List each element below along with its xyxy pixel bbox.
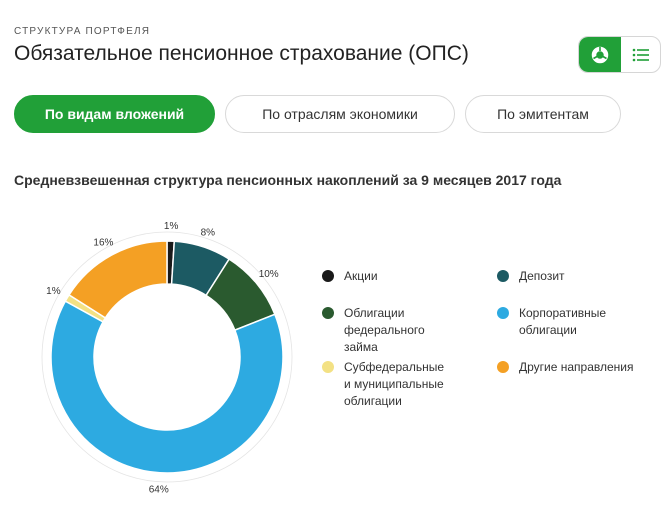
tab-by-issuer[interactable]: По эмитентам	[465, 95, 621, 133]
legend-swatch	[497, 307, 509, 319]
slice-корпоративные-облигации[interactable]	[50, 300, 284, 474]
list-icon	[632, 48, 649, 61]
legend-item: Другие направления	[497, 359, 657, 376]
slice-label: 8%	[201, 227, 216, 238]
legend-label: Субфедеральные и муниципальные облигации	[344, 360, 445, 408]
page-title: Обязательное пенсионное страхование (ОПС…	[14, 42, 469, 65]
tab-by-industry[interactable]: По отраслям экономики	[225, 95, 455, 133]
section-eyebrow: СТРУКТУРА ПОРТФЕЛЯ	[14, 26, 151, 37]
slice-label: 1%	[46, 286, 61, 297]
chart-title: Средневзвешенная структура пенсионных на…	[14, 172, 562, 188]
legend-item: Облигации федерального займа	[322, 305, 452, 356]
legend-label: Облигации федерального займа	[344, 306, 425, 354]
tab-by-investment-type[interactable]: По видам вложений	[14, 95, 215, 133]
legend-label: Акции	[344, 269, 378, 283]
legend-swatch	[322, 307, 334, 319]
chart-outer-ring	[41, 231, 293, 483]
slice-label: 1%	[164, 221, 179, 232]
slice-label: 16%	[93, 237, 113, 248]
legend-label: Корпоративные облигации	[519, 306, 607, 337]
legend-label: Депозит	[519, 269, 565, 283]
portfolio-tabs: По видам вложений По отраслям экономики …	[14, 95, 621, 133]
slice-другие-направления[interactable]	[68, 240, 168, 319]
legend-item: Субфедеральные и муниципальные облигации	[322, 359, 452, 410]
legend-label: Другие направления	[519, 360, 634, 374]
legend-item: Депозит	[497, 268, 657, 285]
legend-swatch	[322, 361, 334, 373]
slice-label: 10%	[259, 269, 279, 280]
view-toggle	[578, 36, 661, 73]
legend-swatch	[497, 270, 509, 282]
donut-chart-icon	[591, 46, 609, 63]
legend-swatch	[497, 361, 509, 373]
list-view-button[interactable]	[621, 37, 660, 72]
legend-item: Акции	[322, 268, 482, 285]
donut-chart: 1% 8% 10% 64% 1% 16%	[41, 221, 293, 496]
legend-item: Корпоративные облигации	[497, 305, 627, 339]
slice-label: 64%	[149, 485, 169, 496]
legend-swatch	[322, 270, 334, 282]
chart-view-button[interactable]	[579, 37, 621, 72]
